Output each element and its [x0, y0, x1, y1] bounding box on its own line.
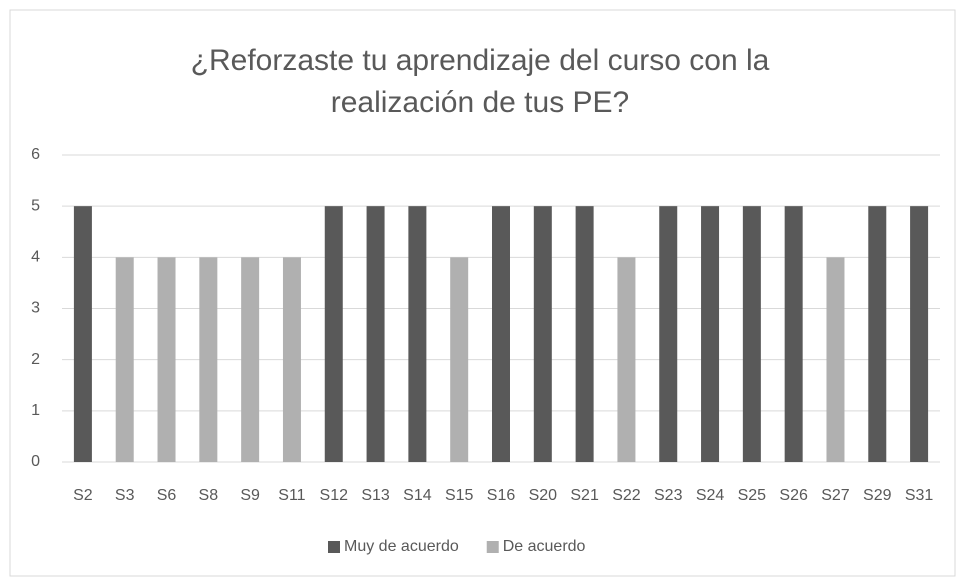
bar	[157, 257, 176, 462]
bar	[324, 206, 343, 462]
y-tick-label: 6	[31, 146, 40, 163]
x-tick-label: S3	[115, 487, 135, 504]
y-tick-label: 3	[31, 300, 40, 317]
x-tick-label: S24	[696, 487, 725, 504]
bar	[784, 206, 803, 462]
x-tick-label: S23	[654, 487, 683, 504]
bar	[73, 206, 92, 462]
x-tick-label: S14	[403, 487, 432, 504]
x-tick-label: S13	[361, 487, 390, 504]
bar	[701, 206, 720, 462]
legend-swatch	[328, 541, 340, 553]
x-tick-label: S12	[320, 487, 349, 504]
bar	[450, 257, 469, 462]
bar	[366, 206, 385, 462]
x-tick-label: S15	[445, 487, 474, 504]
bar	[826, 257, 845, 462]
y-tick-label: 1	[31, 402, 40, 419]
legend-swatch	[486, 541, 499, 553]
x-tick-label: S20	[529, 487, 558, 504]
legend-label: De acuerdo	[503, 538, 586, 555]
x-tick-label: S6	[157, 487, 177, 504]
x-tick-label: S25	[738, 487, 767, 504]
bar	[199, 257, 218, 462]
x-tick-label: S27	[821, 487, 850, 504]
x-tick-label: S26	[779, 487, 808, 504]
bar	[241, 257, 260, 462]
y-tick-label: 4	[31, 249, 40, 266]
x-tick-label: S22	[612, 487, 641, 504]
legend-label: Muy de acuerdo	[344, 538, 459, 555]
bar	[910, 206, 929, 462]
chart-title: ¿Reforzaste tu aprendizaje del curso con…	[190, 44, 770, 119]
x-tick-label: S29	[863, 487, 892, 504]
bar	[659, 206, 678, 462]
y-tick-label: 2	[31, 351, 40, 368]
x-tick-label: S8	[199, 487, 219, 504]
x-tick-label: S11	[278, 487, 305, 504]
bar	[575, 206, 594, 462]
bar	[408, 206, 427, 462]
y-tick-label: 5	[31, 197, 40, 214]
bar	[115, 257, 134, 462]
y-tick-label: 0	[31, 453, 40, 470]
bar	[868, 206, 887, 462]
x-tick-label: S21	[570, 487, 599, 504]
bar	[742, 206, 761, 462]
x-tick-label: S16	[487, 487, 516, 504]
x-tick-label: S31	[905, 487, 934, 504]
bar	[492, 206, 510, 462]
x-tick-label: S9	[240, 487, 260, 504]
bar	[617, 257, 636, 462]
x-tick-label: S2	[73, 487, 93, 504]
bar	[533, 206, 552, 462]
bar	[282, 257, 301, 462]
